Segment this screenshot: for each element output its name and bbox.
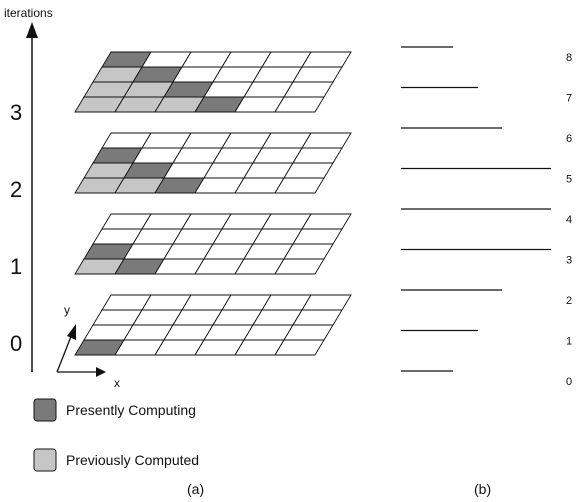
iterations-axis-arrowhead: [26, 22, 38, 38]
level-label-3: 3: [566, 255, 572, 267]
iteration-label-1: 1: [10, 254, 22, 279]
iteration-label-0: 0: [10, 331, 22, 356]
y-axis-arrowhead: [67, 324, 76, 340]
grid-cell-empty: [301, 132, 352, 149]
grid-cell-empty: [274, 258, 325, 275]
legend-light-swatch: [33, 448, 57, 472]
grid-cell-empty: [301, 294, 352, 311]
x-axis-arrowhead: [96, 367, 106, 377]
x-axis-label: x: [114, 376, 120, 390]
grid-plane-iteration-1: [74, 213, 352, 275]
grid-cell-empty: [274, 339, 325, 356]
legend-light-label: Previously Computed: [66, 452, 199, 468]
grid-cell-empty: [283, 81, 334, 98]
grid-cell-empty: [283, 243, 334, 260]
iteration-label-3: 3: [10, 100, 22, 125]
grid-planes: [74, 51, 352, 356]
grid-cell-empty: [292, 147, 343, 164]
level-label-6: 6: [566, 133, 572, 145]
grid-cell-empty: [283, 162, 334, 179]
level-label-8: 8: [566, 52, 572, 64]
iteration-label-2: 2: [10, 177, 22, 202]
level-label-7: 7: [566, 93, 572, 105]
y-axis: [56, 333, 73, 373]
grid-cell-empty: [301, 51, 352, 68]
grid-cell-empty: [292, 66, 343, 83]
grid-cell-empty: [292, 228, 343, 245]
y-axis-label: y: [64, 303, 70, 317]
grid-cell-empty: [292, 309, 343, 326]
level-label-5: 5: [566, 174, 572, 186]
level-label-4: 4: [566, 214, 572, 226]
level-label-1: 1: [566, 336, 572, 348]
legend-dark-swatch: [33, 398, 57, 422]
caption-b: (b): [474, 481, 491, 497]
grid-plane-iteration-0: [74, 294, 352, 356]
grid-cell-empty: [301, 213, 352, 230]
grid-cell-empty: [283, 324, 334, 341]
grid-cell-empty: [274, 96, 325, 113]
level-label-0: 0: [566, 376, 572, 388]
legend-dark-label: Presently Computing: [66, 402, 196, 418]
iterations-axis-label: iterations: [4, 6, 53, 20]
grid-plane-iteration-3: [74, 51, 352, 113]
grid-plane-iteration-2: [74, 132, 352, 194]
caption-a: (a): [187, 481, 204, 497]
grid-cell-empty: [274, 177, 325, 194]
wavefront-levels: 8 7 6 5 4 3 2 1 0: [401, 46, 572, 388]
level-label-2: 2: [566, 295, 572, 307]
